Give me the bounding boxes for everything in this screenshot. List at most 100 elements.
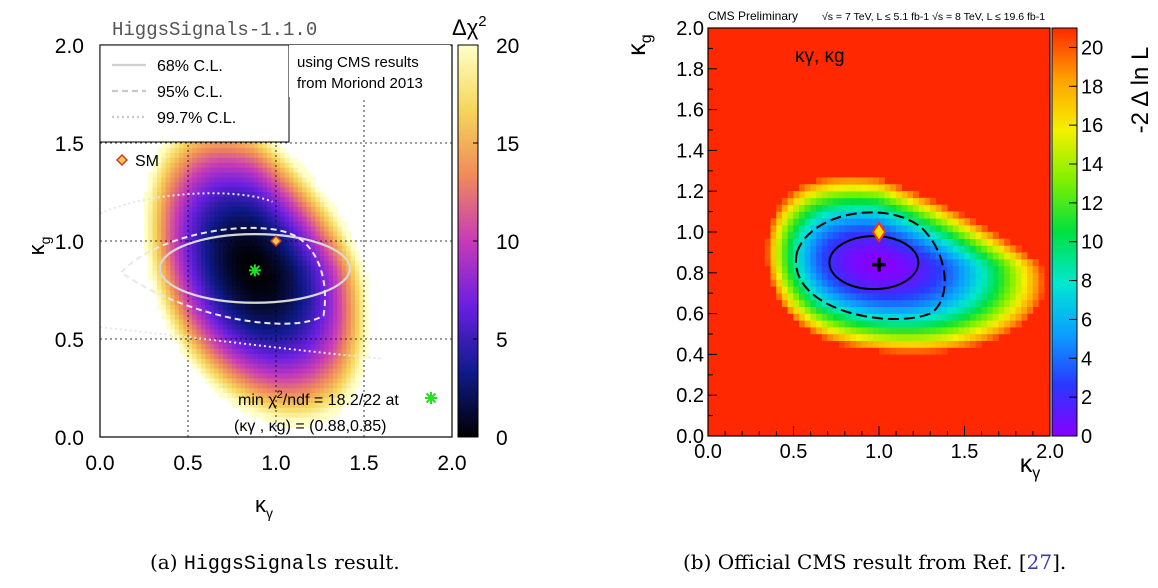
heatmap-a-cell	[152, 211, 158, 217]
heatmap-a-cell	[165, 196, 171, 202]
heatmap-a-cell	[218, 167, 224, 173]
heatmap-a-cell	[187, 152, 193, 158]
heatmap-a-cell	[346, 245, 351, 251]
heatmap-a-cell	[275, 358, 281, 364]
heatmap-b-cell	[821, 252, 828, 260]
heatmap-a-cell	[302, 363, 307, 369]
heatmap-a-cell	[306, 338, 312, 345]
heatmap-a-cell	[170, 147, 175, 153]
heatmap-a-cell	[302, 260, 307, 266]
heatmap-a-cell	[192, 314, 197, 320]
heatmap-a-cell	[174, 191, 180, 198]
heatmap-a-cell	[324, 245, 329, 251]
heatmap-a-cell	[165, 255, 171, 261]
heatmap-a-cell	[236, 186, 241, 193]
heatmap-b-cell	[947, 327, 954, 335]
heatmap-a-cell	[346, 280, 351, 286]
heatmap-a-cell	[328, 284, 334, 291]
heatmap-b-cell	[781, 218, 788, 226]
heatmap-b-cell	[1021, 279, 1028, 287]
heatmap-a-cell	[350, 260, 356, 266]
heatmap-a-cell	[284, 299, 290, 305]
heatmap-a-cell	[328, 412, 334, 418]
heatmap-b-cell	[878, 259, 885, 267]
heatmap-a-cell	[249, 235, 255, 242]
heatmap-b-cell	[838, 327, 845, 335]
heatmap-b-cell	[924, 327, 931, 335]
heatmap-a-cell	[183, 142, 189, 149]
heatmap-a-cell	[157, 177, 162, 183]
heatmap-b-cell	[935, 320, 942, 328]
heatmap-b-cell	[901, 238, 908, 246]
heatmap-a-cell	[337, 265, 343, 271]
heatmap-b-cell	[867, 320, 874, 328]
caption-b-ref-link[interactable]: 27	[1026, 550, 1053, 574]
heatmap-b-cell	[901, 225, 908, 233]
heatmap-b-cell	[856, 177, 863, 185]
heatmap-a-cell	[245, 147, 250, 153]
heatmap-a-cell	[223, 294, 228, 300]
contours-b	[795, 211, 946, 320]
heatmap-a-cell	[249, 304, 255, 310]
heatmap-a-cell	[284, 196, 290, 202]
heatmap-a-cell	[165, 152, 171, 158]
heatmap-b-cell	[838, 320, 845, 328]
heatmap-a-cell	[289, 255, 294, 261]
heatmap-a-cell	[249, 368, 255, 374]
heatmap-a-cell	[165, 162, 171, 168]
heatmap-a-cell	[280, 343, 285, 349]
heatmap-a-cell	[280, 250, 285, 256]
heatmap-a-cell	[148, 186, 153, 193]
heatmap-a-cell	[311, 216, 316, 222]
heatmap-b-cell	[793, 272, 800, 280]
heatmap-a-cell	[328, 235, 334, 242]
heatmap-a-cell	[245, 250, 250, 256]
heatmap-a-cell	[201, 142, 206, 149]
heatmap-a-cell	[214, 201, 219, 207]
heatmap-b-cell	[884, 279, 891, 287]
heatmap-b-cell	[987, 279, 994, 287]
heatmap-b-cell	[861, 299, 868, 307]
heatmap-b-cell	[799, 265, 806, 273]
heatmap-a-cell	[183, 280, 189, 286]
heatmap-a-cell	[205, 240, 211, 247]
heatmap-a-cell	[236, 402, 241, 408]
heatmap-a-cell	[306, 324, 312, 330]
heatmap-a-cell	[319, 402, 325, 408]
heatmap-a-cell	[289, 294, 294, 300]
heatmap-a-cell	[262, 172, 268, 178]
heatmap-a-cell	[240, 387, 246, 394]
heatmap-b-cell	[787, 259, 794, 267]
heatmap-a-cell	[218, 186, 224, 193]
heatmap-a-cell	[297, 368, 303, 374]
heatmap-a-cell	[319, 245, 325, 251]
heatmap-a-cell	[350, 319, 356, 325]
heatmap-b-cell	[930, 279, 937, 287]
heatmap-b-cell	[810, 327, 817, 335]
heatmap-a-cell	[319, 280, 325, 286]
heatmap-a-cell	[346, 240, 351, 247]
heatmap-a-cell	[253, 378, 259, 384]
heatmap-a-cell	[192, 275, 197, 281]
heatmap-a-cell	[297, 191, 303, 198]
heatmap-a-cell	[284, 255, 290, 261]
heatmap-a-cell	[324, 348, 329, 354]
heatmap-a-cell	[201, 162, 206, 168]
heatmap-b-cell	[958, 333, 965, 341]
heatmap-a-cell	[240, 270, 246, 276]
heatmap-a-cell	[214, 157, 219, 163]
heatmap-a-cell	[262, 289, 268, 296]
heatmap-b-cell	[861, 265, 868, 273]
heatmap-a-cell	[341, 294, 347, 300]
heatmap-a-cell	[214, 294, 219, 300]
heatmap-a-cell	[280, 422, 285, 428]
heatmap-a-cell	[209, 172, 215, 178]
heatmap-b-cell	[850, 211, 857, 219]
heatmap-a-cell	[306, 304, 312, 310]
heatmap-b-cell	[918, 231, 925, 239]
heatmap-a-cell	[201, 343, 206, 349]
contour-95-a	[119, 226, 326, 325]
heatmap-b-cell	[975, 306, 982, 314]
heatmap-a-cell	[157, 206, 162, 212]
heatmap-a-cell	[271, 397, 277, 403]
